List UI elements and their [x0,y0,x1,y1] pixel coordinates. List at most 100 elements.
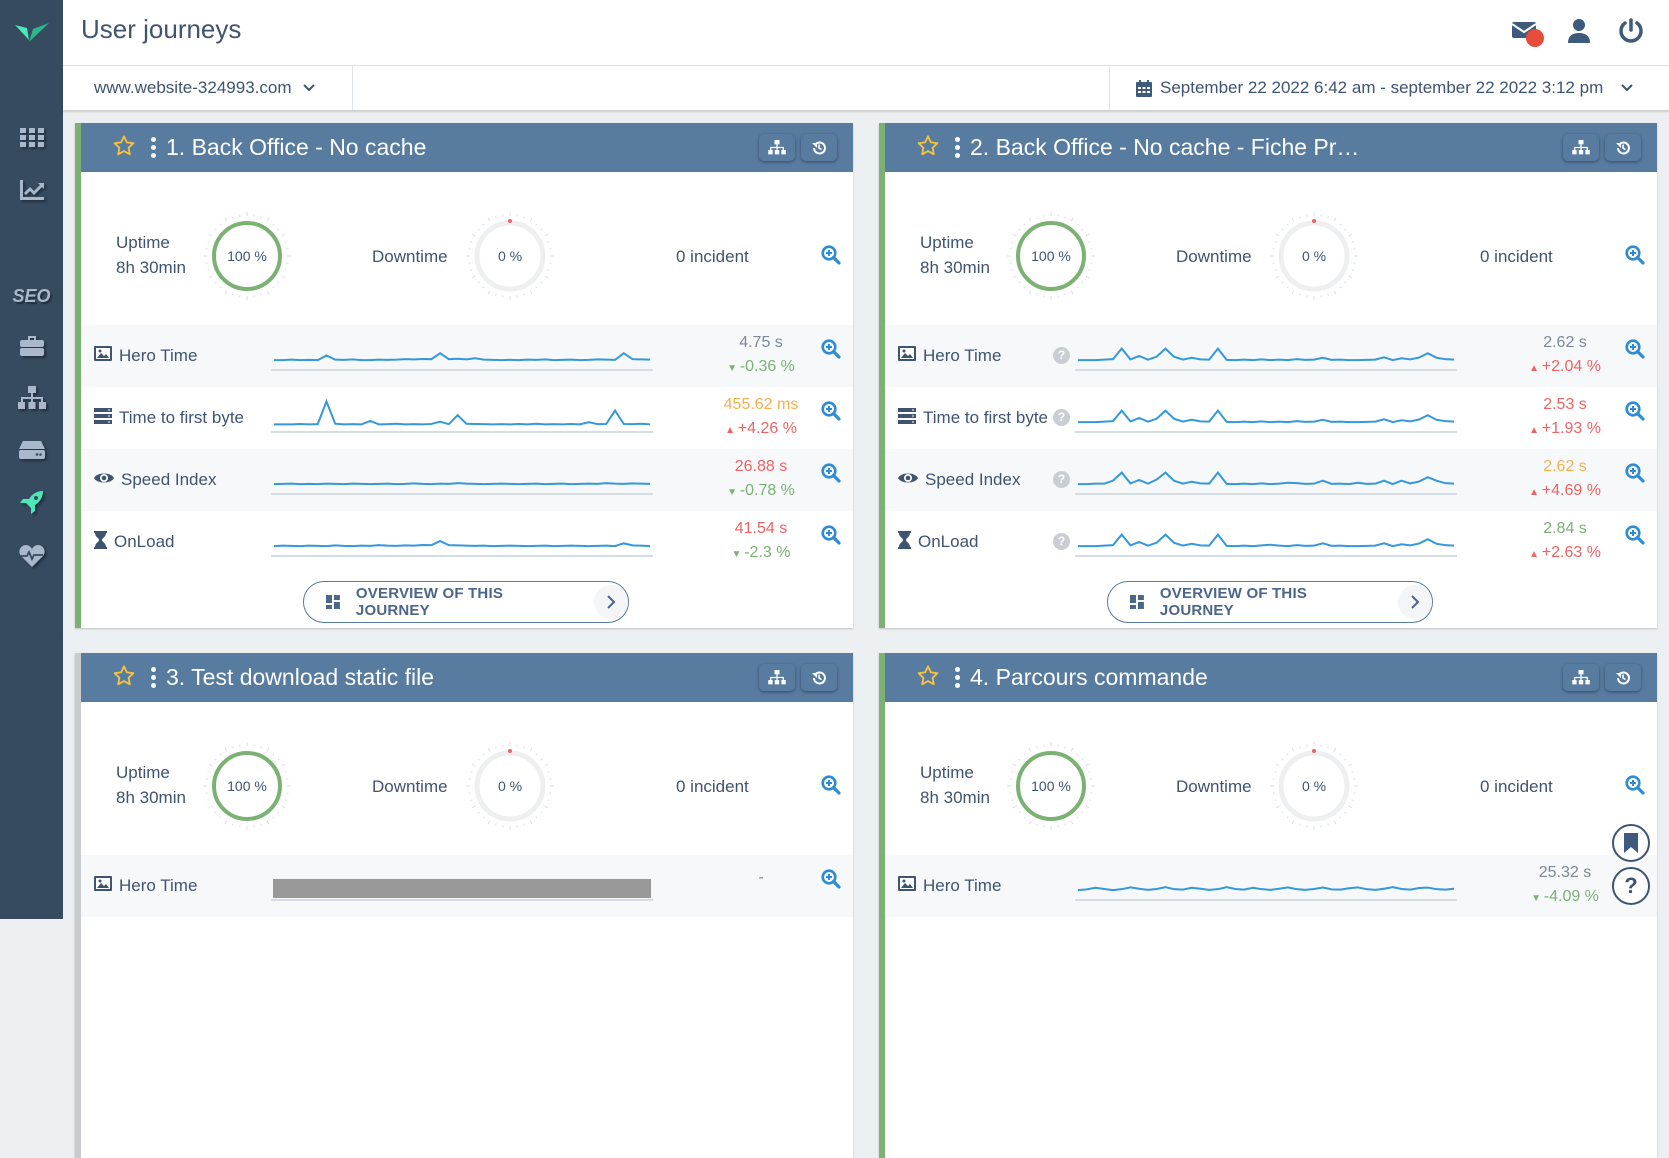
help-button[interactable]: ? [1612,867,1650,905]
notification-dot [1526,29,1544,47]
sparkline[interactable] [1075,461,1457,495]
metric-zoom-button[interactable] [821,339,843,361]
metric-zoom-button[interactable] [1625,525,1647,547]
sidebar-item-tools[interactable] [0,328,63,368]
mail-icon [1512,18,1546,48]
help-icon[interactable]: ? [1053,533,1070,550]
sparkline[interactable] [1075,867,1457,901]
sitemap-icon [1572,140,1590,155]
card-title[interactable]: 3. Test download static file [166,664,434,691]
sidebar-item-sitemap[interactable] [0,380,63,420]
messages-button[interactable] [1512,18,1542,48]
incidents-zoom-button[interactable] [821,775,843,797]
profile-button[interactable] [1567,18,1597,48]
sidebar-item-analytics[interactable] [0,172,63,212]
metric-zoom-button[interactable] [1625,339,1647,361]
metric-name: Time to first byte [119,408,244,428]
uptime-duration: 8h 30min [116,255,186,280]
incidents-zoom-button[interactable] [821,245,843,267]
sparkline[interactable] [271,867,653,901]
bookmark-button[interactable] [1612,824,1650,862]
image-icon [94,876,112,896]
uptime-gauge-value: 100 % [202,741,292,831]
sidebar-item-dashboard[interactable] [0,120,63,160]
journey-steps-button[interactable] [759,664,795,691]
uptime-gauge-value: 100 % [202,211,292,301]
metric-zoom-button[interactable] [821,401,843,423]
sparkline[interactable] [271,337,653,371]
more-options-icon[interactable] [151,137,156,158]
favorite-star-icon[interactable] [917,665,939,691]
trend-up-icon: ▲ [725,425,738,436]
card-title[interactable]: 2. Back Office - No cache - Fiche Pr… [970,134,1359,161]
incidents-zoom-button[interactable] [1625,775,1647,797]
sparkline[interactable] [271,523,653,557]
chevron-down-icon [303,84,315,92]
uptime-duration: 8h 30min [920,255,990,280]
help-icon[interactable]: ? [1053,409,1070,426]
journey-steps-button[interactable] [1563,134,1599,161]
favorite-star-icon[interactable] [113,665,135,691]
downtime-gauge-value: 0 % [465,741,555,831]
server-icon [898,408,916,429]
sparkline-series [1078,411,1454,423]
incidents-zoom-button[interactable] [1625,245,1647,267]
sidebar-item-seo[interactable]: SEO [0,276,63,316]
card-title[interactable]: 1. Back Office - No cache [166,134,426,161]
overview-label: OVERVIEW OF THIS JOURNEY [356,585,580,619]
journey-steps-button[interactable] [759,134,795,161]
sparkline[interactable] [271,399,653,433]
favorite-star-icon[interactable] [917,135,939,161]
date-range-picker[interactable]: September 22 2022 6:42 am - september 22… [1109,66,1669,110]
history-button[interactable] [801,134,837,161]
top-header: User journeys [63,0,1669,66]
sidebar-item-servers[interactable] [0,432,63,472]
no-data-bar [273,879,651,898]
help-icon[interactable]: ? [1053,471,1070,488]
chevron-down-icon [1621,84,1633,92]
metric-zoom-button[interactable] [1625,463,1647,485]
history-button[interactable] [1605,664,1641,691]
sparkline[interactable] [1075,337,1457,371]
metric-zoom-button[interactable] [821,463,843,485]
zoom-in-icon [1625,401,1645,421]
metric-change: ▲ +2.04 % [1495,358,1635,376]
help-icon[interactable]: ? [1053,347,1070,364]
sparkline[interactable] [1075,399,1457,433]
metric-label: OnLoad [898,511,979,573]
logout-button[interactable] [1618,18,1648,48]
downtime-label: Downtime [372,244,448,269]
overview-button[interactable]: OVERVIEW OF THIS JOURNEY [303,581,629,623]
sitemap-icon [768,140,786,155]
metric-name: OnLoad [114,532,175,552]
sidebar-item-user-journeys[interactable] [0,484,63,524]
favorite-star-icon[interactable] [113,135,135,161]
journey-steps-button[interactable] [1563,664,1599,691]
history-button[interactable] [1605,134,1641,161]
more-options-icon[interactable] [955,667,960,688]
sidebar-item-monitoring[interactable] [0,538,63,578]
image-icon [94,346,112,366]
card-title[interactable]: 4. Parcours commande [970,664,1208,691]
sparkline[interactable] [271,461,653,495]
metric-zoom-button[interactable] [1625,401,1647,423]
overview-button[interactable]: OVERVIEW OF THIS JOURNEY [1107,581,1433,623]
uptime-title: Uptime [920,230,990,255]
more-options-icon[interactable] [955,137,960,158]
server-icon [19,441,45,464]
metric-zoom-button[interactable] [821,869,843,891]
hourglass-icon [94,531,107,554]
metric-zoom-button[interactable] [821,525,843,547]
site-selector[interactable]: www.website-324993.com [63,66,353,110]
change-text: +4.69 % [1542,482,1601,499]
metric-value: 2.62 s [1495,334,1635,352]
uptime-title: Uptime [116,230,186,255]
metric-name: Hero Time [119,876,197,896]
logo[interactable] [0,12,63,52]
history-button[interactable] [801,664,837,691]
more-options-icon[interactable] [151,667,156,688]
sparkline[interactable] [1075,523,1457,557]
metric-label: Speed Index [898,449,1020,511]
